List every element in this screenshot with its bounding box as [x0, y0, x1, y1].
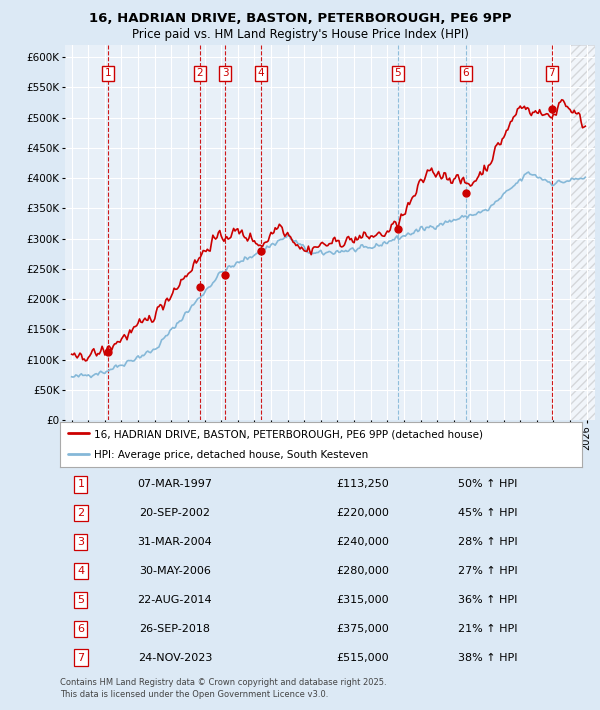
Text: 24-NOV-2023: 24-NOV-2023 — [137, 652, 212, 662]
Text: 20-SEP-2002: 20-SEP-2002 — [139, 508, 211, 518]
Text: HPI: Average price, detached house, South Kesteven: HPI: Average price, detached house, Sout… — [94, 450, 368, 460]
Text: 3: 3 — [77, 537, 85, 547]
Text: 7: 7 — [548, 68, 555, 78]
Text: 2: 2 — [77, 508, 85, 518]
Text: This data is licensed under the Open Government Licence v3.0.: This data is licensed under the Open Gov… — [60, 690, 328, 699]
Text: 6: 6 — [77, 623, 85, 634]
Text: 2: 2 — [197, 68, 203, 78]
Text: 38% ↑ HPI: 38% ↑ HPI — [458, 652, 518, 662]
Text: 5: 5 — [77, 595, 85, 605]
Text: £113,250: £113,250 — [337, 479, 389, 489]
Text: 30-MAY-2006: 30-MAY-2006 — [139, 566, 211, 576]
Text: 5: 5 — [395, 68, 401, 78]
Text: 27% ↑ HPI: 27% ↑ HPI — [458, 566, 518, 576]
Text: £375,000: £375,000 — [337, 623, 389, 634]
Text: 16, HADRIAN DRIVE, BASTON, PETERBOROUGH, PE6 9PP (detached house): 16, HADRIAN DRIVE, BASTON, PETERBOROUGH,… — [94, 429, 483, 439]
Text: 31-MAR-2004: 31-MAR-2004 — [137, 537, 212, 547]
Text: 07-MAR-1997: 07-MAR-1997 — [137, 479, 212, 489]
Text: 1: 1 — [77, 479, 85, 489]
Text: 4: 4 — [258, 68, 265, 78]
Text: £280,000: £280,000 — [337, 566, 389, 576]
Text: 21% ↑ HPI: 21% ↑ HPI — [458, 623, 518, 634]
Text: 45% ↑ HPI: 45% ↑ HPI — [458, 508, 518, 518]
Text: £240,000: £240,000 — [337, 537, 389, 547]
Text: £515,000: £515,000 — [337, 652, 389, 662]
Text: 3: 3 — [222, 68, 229, 78]
Text: Contains HM Land Registry data © Crown copyright and database right 2025.: Contains HM Land Registry data © Crown c… — [60, 678, 386, 687]
Text: 50% ↑ HPI: 50% ↑ HPI — [458, 479, 518, 489]
Text: 36% ↑ HPI: 36% ↑ HPI — [458, 595, 518, 605]
Text: 6: 6 — [463, 68, 469, 78]
Text: 4: 4 — [77, 566, 85, 576]
Text: 1: 1 — [104, 68, 111, 78]
Text: 26-SEP-2018: 26-SEP-2018 — [139, 623, 211, 634]
Text: 28% ↑ HPI: 28% ↑ HPI — [458, 537, 518, 547]
Text: £220,000: £220,000 — [337, 508, 389, 518]
Text: 7: 7 — [77, 652, 85, 662]
Text: 22-AUG-2014: 22-AUG-2014 — [137, 595, 212, 605]
Bar — [570, 45, 595, 420]
Text: 16, HADRIAN DRIVE, BASTON, PETERBOROUGH, PE6 9PP: 16, HADRIAN DRIVE, BASTON, PETERBOROUGH,… — [89, 12, 511, 25]
Text: Price paid vs. HM Land Registry's House Price Index (HPI): Price paid vs. HM Land Registry's House … — [131, 28, 469, 41]
Text: £315,000: £315,000 — [337, 595, 389, 605]
